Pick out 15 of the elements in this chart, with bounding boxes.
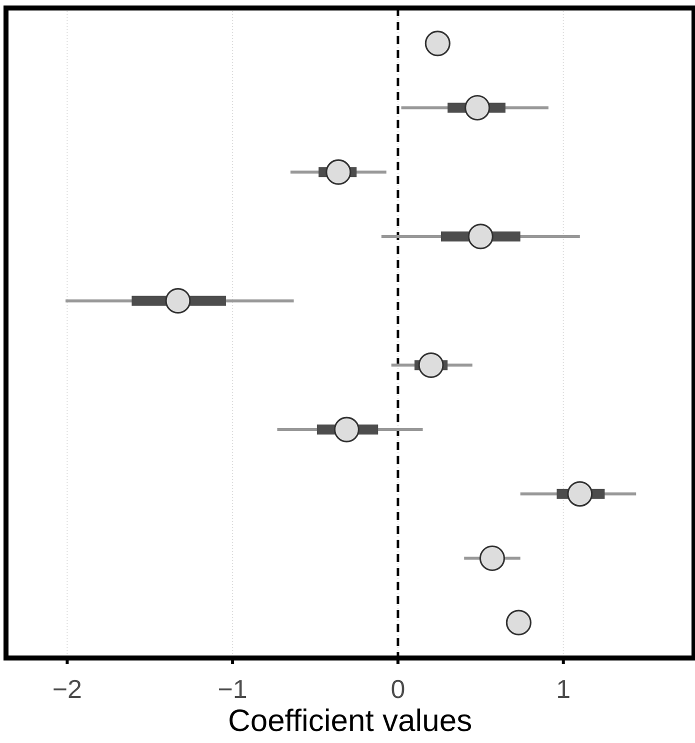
point — [165, 288, 191, 314]
x-axis-title: Coefficient values — [228, 703, 472, 738]
point — [326, 159, 352, 185]
x-tick-label: −1 — [218, 674, 248, 704]
point — [506, 610, 532, 636]
point — [479, 545, 506, 572]
x-tick-label: −2 — [52, 674, 82, 704]
point — [567, 481, 593, 507]
point — [418, 352, 444, 378]
point — [468, 224, 494, 250]
point — [334, 416, 360, 442]
point — [424, 30, 450, 56]
x-tick-label: 1 — [556, 674, 571, 704]
point — [464, 94, 490, 121]
x-tick-label: 0 — [390, 674, 406, 704]
